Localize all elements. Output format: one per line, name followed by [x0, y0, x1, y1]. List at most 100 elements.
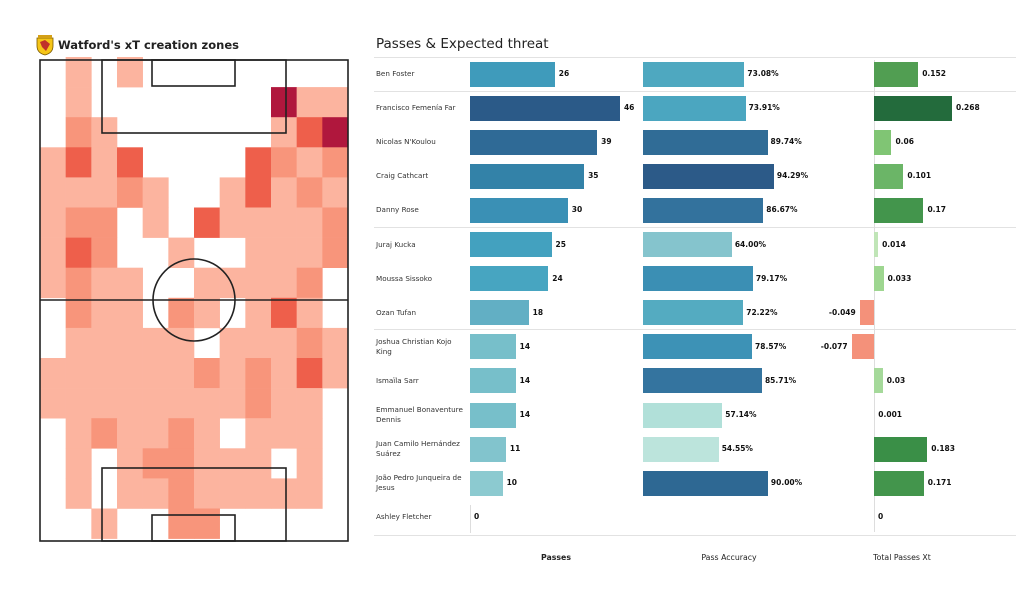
heatmap-cell	[322, 358, 349, 389]
xt-bar	[874, 436, 928, 462]
heatmap-cell	[142, 418, 169, 449]
player-name: Danny Rose	[376, 205, 419, 215]
pass-accuracy-value: 89.74%	[770, 137, 802, 147]
xt-bar	[874, 368, 883, 394]
passes-value: 26	[558, 69, 570, 78]
row-divider	[374, 329, 1016, 330]
passes-value: 24	[552, 273, 563, 283]
heatmap-cell	[194, 418, 220, 449]
passes-value: 30	[571, 205, 583, 215]
heatmap-cell	[219, 448, 246, 479]
heatmap-cell	[91, 418, 118, 449]
pass-accuracy-bar	[643, 266, 753, 292]
xt-bar	[874, 266, 884, 292]
xt-bar	[874, 232, 879, 257]
heatmap-cell	[194, 388, 220, 419]
heatmap-cell	[219, 177, 246, 208]
heatmap-cell	[117, 177, 143, 208]
player-name: João Pedro Junqueira de Jesus	[376, 473, 462, 493]
pass-accuracy-value: 78.57%	[755, 341, 787, 351]
passes-bar	[470, 402, 516, 428]
passes-value: 46	[623, 103, 635, 113]
heatmap-cell	[245, 478, 272, 509]
heatmap-cell	[142, 388, 169, 419]
heatmap-cell	[245, 297, 272, 329]
heatmap-cell	[65, 358, 92, 389]
table-title: Passes & Expected threat	[376, 36, 549, 52]
xt-value: 0.17	[927, 205, 946, 215]
pass-accuracy-value: 94.29%	[776, 171, 809, 181]
pass-accuracy-value: 64.00%	[734, 239, 767, 249]
player-name: Ismaïla Sarr	[376, 375, 419, 385]
player-name: Juraj Kucka	[376, 239, 416, 249]
heatmap-cell	[245, 267, 272, 299]
heatmap-cell	[65, 237, 92, 268]
passes-bar	[470, 300, 529, 326]
heatmap-cell	[296, 388, 323, 419]
player-name: Ashley Fletcher	[376, 512, 432, 522]
heatmap-cell	[194, 207, 220, 238]
heatmap-cell	[65, 418, 92, 449]
heatmap-cell	[117, 418, 143, 449]
heatmap-cell	[296, 418, 323, 449]
xt-value: 0.033	[887, 273, 912, 283]
heatmap-cell	[271, 327, 297, 359]
row-divider	[374, 91, 1016, 92]
pass-accuracy-bar	[643, 95, 746, 121]
pass-accuracy-bar	[643, 129, 768, 155]
heatmap-cell	[245, 358, 272, 389]
pass-accuracy-bar	[643, 402, 723, 428]
heatmap-cell	[296, 147, 323, 178]
heatmap-cell	[271, 297, 297, 329]
pass-accuracy-bar	[643, 232, 732, 257]
heatmap-cell	[322, 177, 349, 208]
heatmap-cell	[142, 358, 169, 389]
heatmap-cell	[271, 388, 297, 419]
heatmap-cell	[142, 207, 169, 238]
heatmap-cell	[322, 87, 349, 118]
pass-accuracy-value: 90.00%	[770, 478, 803, 488]
heatmap-cell	[65, 297, 92, 329]
column-label-total-passes-xt: Total Passes Xt	[873, 553, 931, 562]
heatmap-cell	[65, 117, 92, 148]
passes-value: 39	[601, 137, 612, 147]
heatmap-cell	[296, 478, 323, 509]
heatmap-cell	[194, 448, 220, 479]
xt-value: 0.03	[886, 375, 906, 385]
bottom-six-yard-box	[151, 514, 236, 542]
heatmap-cell	[168, 297, 195, 329]
passes-bar	[470, 266, 549, 292]
passes-value: 14	[519, 410, 531, 419]
heatmap-cell	[322, 327, 349, 359]
xt-value: -0.077	[820, 341, 848, 351]
heatmap-cell	[168, 478, 195, 509]
heatmap-cell	[168, 327, 195, 359]
pass-accuracy-bar	[643, 436, 719, 462]
heatmap-cell	[91, 358, 118, 389]
player-name: Moussa Sissoko	[376, 273, 433, 283]
heatmap-cell	[219, 358, 246, 389]
pass-accuracy-value: 86.67%	[766, 205, 798, 215]
xt-zero-axis	[874, 60, 875, 532]
heatmap-cell	[91, 207, 118, 238]
passes-bar	[470, 163, 585, 189]
passes-bar	[470, 197, 568, 223]
heatmap-cell	[194, 297, 220, 329]
row-divider	[374, 57, 1016, 58]
pass-accuracy-bar	[643, 61, 745, 87]
top-six-yard-box	[151, 59, 236, 87]
heatmap-cell	[194, 508, 220, 539]
heatmap-cell	[40, 147, 66, 178]
heatmap-cell	[65, 267, 92, 299]
heatmap-cell	[65, 177, 92, 208]
heatmap-cell	[168, 418, 195, 449]
passes-axis	[470, 505, 471, 533]
xt-bar	[851, 334, 874, 360]
xt-value: 0.183	[931, 444, 955, 454]
heatmap-cell	[40, 177, 66, 208]
player-name: Emmanuel Bonaventure Dennis	[376, 405, 463, 424]
heatmap-cell	[117, 448, 143, 479]
heatmap-cell	[117, 478, 143, 509]
heatmap-cell	[168, 388, 195, 419]
pass-accuracy-value: 85.71%	[764, 375, 797, 385]
